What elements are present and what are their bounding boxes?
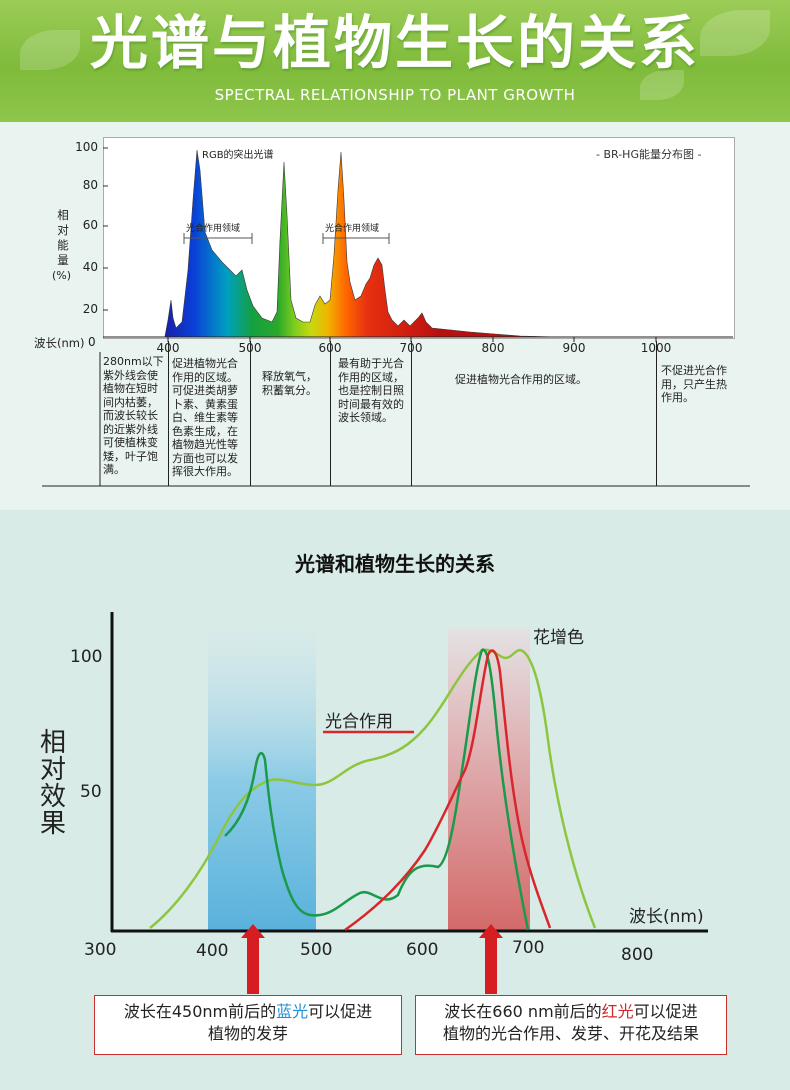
column-divider bbox=[168, 341, 169, 486]
bottom-x-tick-300: 300 bbox=[84, 940, 117, 960]
rgb-peak-label: RGB的突出光谱 bbox=[202, 150, 274, 161]
page-title: 光谱与植物生长的关系 bbox=[89, 9, 700, 77]
region-label-1: 光合作用领域 bbox=[186, 224, 241, 234]
desc-red: 最有助于光合作用的区域，也是控制日照时间最有效的波长领域。 bbox=[338, 357, 404, 424]
callout-highlight-red: 红光 bbox=[601, 1002, 634, 1021]
top-y-tick-40: 40 bbox=[82, 260, 98, 274]
callout-text: 波长在660 nm前后的 bbox=[444, 1002, 602, 1021]
bottom-x-tick-400: 400 bbox=[196, 941, 229, 961]
top-x-tick-800: 800 bbox=[481, 341, 505, 355]
bottom-x-tick-700: 700 bbox=[512, 938, 545, 958]
y-label-char: 对 bbox=[39, 755, 66, 785]
bottom-x-tick-600: 600 bbox=[406, 940, 439, 960]
bottom-y-tick-50: 50 bbox=[80, 782, 102, 802]
top-y-tick-marks bbox=[103, 147, 108, 311]
y-label-char: 果 bbox=[39, 809, 66, 839]
region-brackets bbox=[183, 233, 390, 244]
dark-green-curve bbox=[224, 648, 530, 931]
bottom-x-tick-800: 800 bbox=[621, 945, 654, 965]
bottom-x-tick-500: 500 bbox=[300, 940, 333, 960]
desc-blue: 促进植物光合作用的区域。可促进类胡萝卜素、黄素蛋白、维生素等色素生成，在植物趋光… bbox=[172, 357, 238, 478]
top-y-tick-20: 20 bbox=[82, 302, 98, 316]
desc-infrared: 不促进光合作用，只产生热作用。 bbox=[661, 364, 727, 404]
header-banner: 光谱与植物生长的关系 SPECTRAL RELATIONSHIP TO PLAN… bbox=[0, 0, 790, 122]
blue-light-callout: 波长在450nm前后的蓝光可以促进 植物的发芽 bbox=[94, 995, 402, 1055]
callout-text: 可以促进 bbox=[633, 1002, 698, 1021]
y-label-char: 量 bbox=[57, 253, 69, 267]
column-divider bbox=[250, 341, 251, 486]
callout-line-2: 植物的发芽 bbox=[207, 1024, 288, 1043]
top-y-tick-100: 100 bbox=[75, 140, 98, 154]
red-arrow bbox=[479, 924, 503, 994]
top-spectrum-graphic bbox=[42, 147, 750, 487]
y-label-char: 能 bbox=[57, 238, 69, 252]
callout-text: 波长在450nm前后的 bbox=[123, 1002, 277, 1021]
blue-arrow bbox=[241, 924, 265, 994]
column-divider bbox=[656, 341, 657, 486]
bottom-x-axis-label: 波长(nm) bbox=[629, 907, 704, 927]
callout-line-2: 植物的光合作用、发芽、开花及结果 bbox=[442, 1024, 699, 1043]
top-chart-legend: - BR-HG能量分布图 - bbox=[596, 148, 702, 161]
top-x-axis-label: 波长(nm) bbox=[34, 336, 85, 350]
page-subtitle: SPECTRAL RELATIONSHIP TO PLANT GROWTH bbox=[214, 86, 576, 104]
region-label-2: 光合作用领域 bbox=[325, 224, 380, 234]
flower-color-label: 花增色 bbox=[533, 628, 584, 648]
y-label-char: 相 bbox=[57, 208, 69, 222]
callout-line-1: 波长在660 nm前后的红光可以促进 bbox=[416, 996, 726, 1023]
y-label-char: 效 bbox=[39, 782, 66, 812]
top-zero-label: 0 bbox=[88, 335, 96, 349]
blue-light-band bbox=[208, 630, 316, 930]
red-light-callout: 波长在660 nm前后的红光可以促进 植物的光合作用、发芽、开花及结果 bbox=[415, 995, 727, 1055]
top-x-tick-900: 900 bbox=[562, 341, 586, 355]
column-divider bbox=[330, 341, 331, 486]
bottom-y-tick-100: 100 bbox=[70, 647, 103, 667]
bottom-chart-title: 光谱和植物生长的关系 bbox=[295, 552, 495, 576]
desc-green: 释放氧气，积蓄氧分。 bbox=[262, 370, 317, 397]
y-label-char: 相 bbox=[39, 728, 66, 758]
desc-uv: 280nm以下紫外线会使植物在短时间内枯萎，而波长较长的近紫外线可使植株变矮，叶… bbox=[103, 355, 164, 476]
y-label-char: 对 bbox=[57, 223, 69, 237]
spectrum-curve bbox=[164, 149, 561, 338]
top-x-tick-1000: 1000 bbox=[640, 341, 672, 355]
top-y-tick-60: 60 bbox=[82, 218, 98, 232]
top-y-axis-unit: (%) bbox=[52, 269, 72, 282]
photosynthesis-label: 光合作用 bbox=[325, 712, 393, 732]
callout-text: 可以促进 bbox=[308, 1002, 373, 1021]
bottom-y-axis-label: 相 对 效 果 bbox=[38, 730, 68, 838]
top-y-tick-80: 80 bbox=[82, 178, 98, 192]
callout-highlight-blue: 蓝光 bbox=[276, 1002, 309, 1021]
photosynthesis-curve bbox=[149, 648, 597, 929]
callout-line-1: 波长在450nm前后的蓝光可以促进 bbox=[95, 996, 401, 1023]
desc-far-red: 促进植物光合作用的区域。 bbox=[455, 373, 587, 386]
red-curve bbox=[344, 649, 552, 932]
column-divider bbox=[411, 341, 412, 486]
top-y-axis-label: 相 对 能 量 bbox=[55, 208, 71, 268]
